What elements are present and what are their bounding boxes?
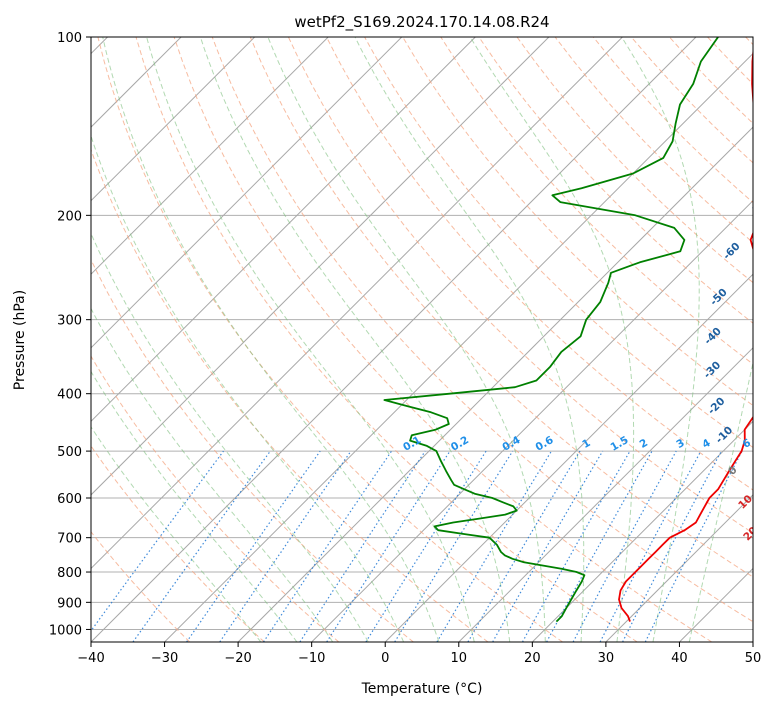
y-tick-label: 700 xyxy=(57,532,82,547)
moist-adiabat-line xyxy=(199,37,511,642)
y-axis: 100 200 300 400 500 600 700 800 900 1000 xyxy=(49,31,91,638)
dry-adiabat-line xyxy=(478,37,753,324)
x-tick-label: −10 xyxy=(298,651,325,666)
y-tick-label: 200 xyxy=(57,209,82,224)
y-tick-label: 400 xyxy=(57,388,82,403)
mixing-ratio-line xyxy=(132,450,271,642)
mixing-ratio-line xyxy=(394,450,514,642)
dry-adiabat-line xyxy=(249,37,753,578)
moist-adiabat-line xyxy=(102,37,440,642)
x-tick-label: 50 xyxy=(745,651,762,666)
dry-adiabat-line xyxy=(326,37,753,491)
isotherm-line xyxy=(91,37,550,496)
dry-adiabat-line xyxy=(91,258,414,642)
y-axis-label: Pressure (hPa) xyxy=(12,290,28,390)
background-lines xyxy=(91,37,753,642)
mixing-ratio-line xyxy=(644,450,743,642)
dry-adiabat-line xyxy=(91,355,340,642)
isotherm-line xyxy=(237,126,753,642)
isotherm-line xyxy=(531,420,753,642)
plot-area xyxy=(91,37,753,642)
isotherm-line xyxy=(458,347,753,642)
isotherm-line xyxy=(91,37,403,349)
y-tick-label: 900 xyxy=(57,596,82,611)
plot-frame xyxy=(90,36,754,643)
x-tick-label: −40 xyxy=(77,651,104,666)
dry-adiabat-line xyxy=(91,148,489,642)
mixing-ratio-line xyxy=(186,450,321,642)
mixing-ratio-line xyxy=(219,450,352,642)
dry-adiabat-line xyxy=(91,531,191,642)
isotherm-line xyxy=(752,641,753,642)
x-tick-label: 30 xyxy=(598,651,615,666)
dry-adiabat-label: 20 xyxy=(741,525,760,544)
moist-adiabat-line xyxy=(91,426,262,642)
y-tick-label: 300 xyxy=(57,314,82,329)
dry-adiabat-line xyxy=(97,37,563,642)
x-tick-label: −20 xyxy=(224,651,251,666)
mixing-ratio-line xyxy=(91,450,224,632)
chart-title: wetPf2_S169.2024.170.14.08.R24 xyxy=(294,13,549,32)
moist-adiabat-line xyxy=(91,307,334,642)
moist-adiabat-line xyxy=(354,37,585,642)
dry-adiabat-label: 30 xyxy=(754,556,773,575)
mixing-ratio-line xyxy=(546,450,653,642)
temperature-line xyxy=(618,46,753,622)
isotherm-line xyxy=(91,37,329,275)
isotherm-line xyxy=(164,52,753,642)
dry-adiabat-line xyxy=(91,445,265,642)
mixing-ratio-line xyxy=(299,450,426,642)
dry-adiabat-line xyxy=(135,37,638,642)
dry-adiabat-line xyxy=(516,37,753,284)
dry-adiabat-label: -80 xyxy=(771,139,775,161)
y-tick-label: 600 xyxy=(57,492,82,507)
moist-adiabat-line xyxy=(688,360,753,642)
mixing-ratio-line xyxy=(521,450,631,642)
y-tick-label: 100 xyxy=(57,31,82,46)
moist-adiabat-line xyxy=(91,232,369,642)
dry-adiabat-line xyxy=(402,37,753,407)
x-axis: −40 −30 −20 −10 0 10 20 30 40 50 xyxy=(77,642,761,666)
mixing-ratio-label: 8 xyxy=(766,437,775,451)
x-tick-label: 40 xyxy=(671,651,688,666)
dry-adiabat-label: -70 xyxy=(748,191,770,213)
dewpoint-line xyxy=(383,37,719,623)
y-tick-label: 500 xyxy=(57,445,82,460)
moist-adiabat-line xyxy=(267,37,546,642)
moist-adiabat-line xyxy=(621,37,700,642)
isotherm-line xyxy=(605,494,753,642)
profile-lines xyxy=(383,37,753,623)
mixing-ratio-line xyxy=(262,450,392,642)
x-axis-label: Temperature (°C) xyxy=(361,681,483,697)
x-tick-label: 20 xyxy=(524,651,541,666)
isotherm-line xyxy=(384,273,753,642)
y-tick-label: 800 xyxy=(57,566,82,581)
isotherm-line xyxy=(91,37,256,202)
moist-adiabat-line xyxy=(146,37,475,642)
isotherm-line xyxy=(91,37,697,642)
x-tick-label: 0 xyxy=(381,651,389,666)
dry-adiabat-line xyxy=(211,37,753,623)
isotherm-line xyxy=(91,37,623,570)
dry-adiabat-line xyxy=(173,37,713,642)
mixing-ratio-line xyxy=(326,450,451,642)
y-tick-label: 1000 xyxy=(49,623,82,638)
mixing-ratio-line xyxy=(572,450,677,642)
x-tick-label: −30 xyxy=(151,651,178,666)
x-tick-label: 10 xyxy=(451,651,468,666)
isotherm-line xyxy=(91,37,476,423)
dry-adiabat-label: 40 xyxy=(767,587,775,606)
moist-adiabat-line xyxy=(91,134,405,642)
